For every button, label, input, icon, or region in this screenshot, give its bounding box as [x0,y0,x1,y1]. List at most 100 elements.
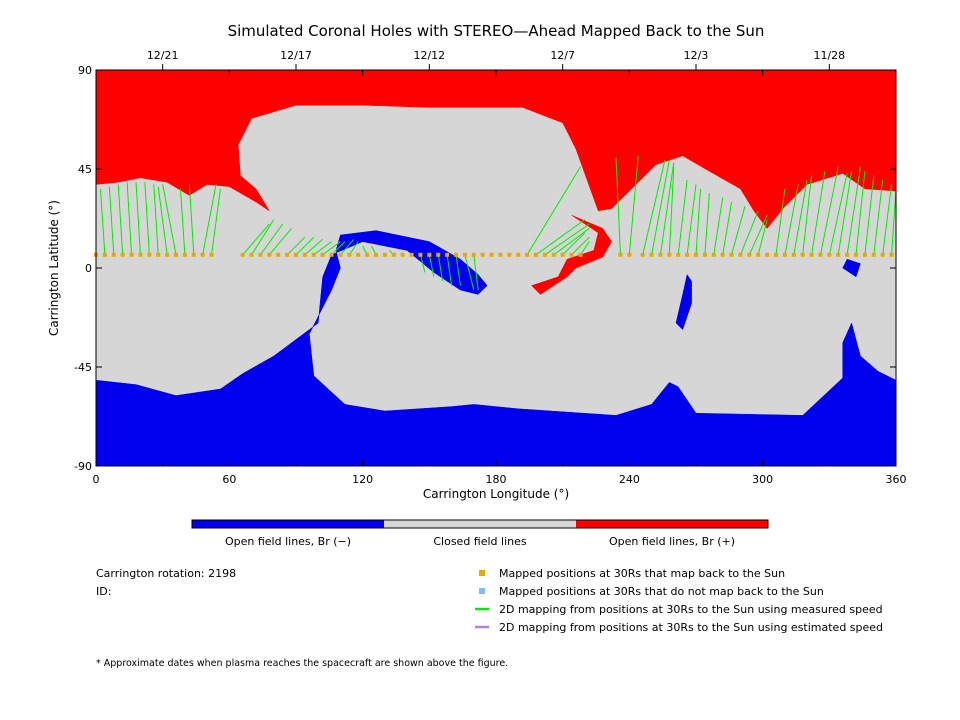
y-tick-label: -90 [74,460,92,473]
mapped-point [138,252,143,257]
mapping-line [99,188,106,255]
legend: Mapped positions at 30Rs that map back t… [475,567,883,634]
mapping-line [802,175,813,255]
mapped-point [569,252,574,257]
mapping-line [211,188,221,255]
mapping-line [331,241,346,256]
mapping-line [686,184,697,255]
mapping-line [286,236,306,256]
mapped-point [329,252,334,257]
mapping-line [446,254,453,286]
mapping-line [882,184,893,255]
top-date-label: 12/17 [280,49,312,62]
colorbar-label: Open field lines, Br (+) [609,535,735,548]
mapped-point [498,252,503,257]
mapping-line [553,227,590,256]
mapped-point [276,252,281,257]
mapping-line [322,241,341,256]
mapped-point [862,252,867,257]
mapping-line [108,186,115,255]
mapping-line [642,160,666,255]
mapping-line [837,171,853,255]
mapping-line [775,188,786,255]
mapping-line [731,206,746,255]
colorbar: Open field lines, Br (−) Closed field lin… [191,519,769,548]
field-regions [95,69,897,467]
mapping-line [428,254,435,277]
legend-marker [479,588,485,594]
x-axis-ticks: 0 60 120 180 240 300 360 [93,70,907,486]
x-tick-label: 0 [93,473,100,486]
colorbar-label: Open field lines, Br (−) [225,535,351,548]
mapped-point [311,252,316,257]
mapping-line [268,228,292,256]
footnote-text: * Approximate dates when plasma reaches … [96,658,508,669]
mapped-point [618,252,623,257]
x-tick-label: 120 [352,473,373,486]
mapping-line [313,241,332,256]
mapping-line [811,171,826,255]
mapped-point [182,252,187,257]
colorbar-segment [192,520,384,528]
mapping-line [544,223,590,256]
mapping-line [188,184,195,255]
mapping-line [126,182,133,255]
mapped-point [489,252,494,257]
mapped-point [445,252,450,257]
map-plot-area [94,69,897,467]
mapped-point [209,252,214,257]
mapped-point [827,252,832,257]
id-text: ID: [96,585,111,598]
mapping-line [437,254,444,282]
mapped-point [525,252,530,257]
mapping-line [464,254,475,291]
mapped-point [765,252,770,257]
mapped-point [578,252,583,257]
mapped-point [462,252,467,257]
mapped-point [818,252,823,257]
mapped-point [200,252,205,257]
mapped-point [347,252,352,257]
mapped-point [391,252,396,257]
mapped-point [542,252,547,257]
mapped-point [338,252,343,257]
mapped-point [720,252,725,257]
mapped-point [738,252,743,257]
mapping-line [668,166,675,255]
region-south-negative-spot [842,258,861,278]
mapped-point [854,252,858,257]
x-tick-label: 180 [486,473,507,486]
mapping-line [251,219,275,256]
mapping-line [651,160,670,255]
mapped-point [365,252,370,257]
mapping-line [695,188,701,255]
mapped-point [111,252,116,257]
y-axis-ticks: 90 45 0 -45 -90 [74,64,896,473]
mapped-point [627,252,632,257]
mapping-line [242,223,270,256]
mapped-point [409,252,414,257]
mapping-line [784,184,799,255]
mapped-point [729,252,734,257]
mapping-line [704,193,710,255]
mapped-point [516,252,521,257]
top-date-label: 11/28 [813,49,845,62]
mapping-line [628,155,639,255]
mapping-line [304,239,323,256]
mapped-point [382,252,387,257]
mapped-point [191,252,196,257]
mapped-point [356,252,361,257]
mapping-line [659,162,675,255]
mapped-point [640,252,645,257]
y-tick-label: 90 [78,64,92,77]
mapping-line [202,184,217,255]
mapped-point [800,252,805,257]
mapping-line [348,241,359,256]
mapping-line [873,179,884,255]
mapping-line [828,173,848,255]
mapped-point [294,252,298,257]
chart-title: Simulated Coronal Holes with STEREO—Ahea… [228,22,765,40]
mapped-point [551,252,556,257]
mapped-point [436,252,441,257]
mapped-point [782,252,787,257]
